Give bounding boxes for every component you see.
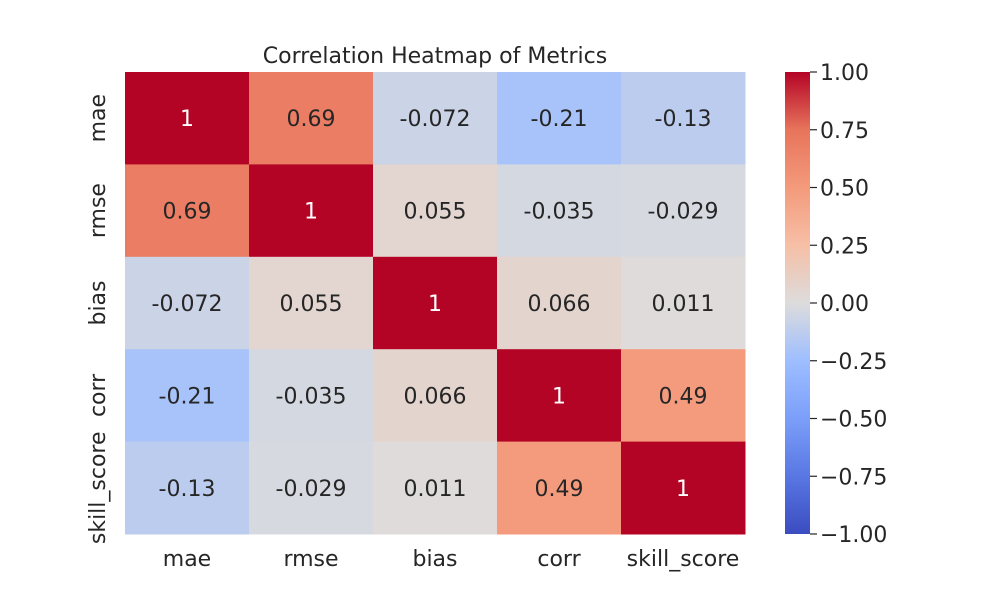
cell-value-label: 1 xyxy=(428,292,442,317)
heatmap-cell xyxy=(621,441,746,535)
heatmap-cell xyxy=(249,72,374,165)
cell-value-label: 0.49 xyxy=(659,384,708,409)
cell-value-label: 0.055 xyxy=(404,200,467,225)
colorbar xyxy=(785,72,810,534)
cell-value-label: 0.49 xyxy=(535,477,584,502)
y-tick-label: corr xyxy=(86,373,111,417)
heatmap-cell xyxy=(125,72,250,165)
cell-value-label: 1 xyxy=(552,384,566,409)
cell-value-label: -0.035 xyxy=(276,384,347,409)
x-tick-label: skill_score xyxy=(627,547,740,572)
x-tick-label: rmse xyxy=(283,547,338,572)
cell-value-label: -0.13 xyxy=(159,477,216,502)
cell-value-label: 0.69 xyxy=(163,200,212,225)
x-tick-label: corr xyxy=(537,547,581,572)
heatmap-cell xyxy=(621,256,746,350)
heatmap-cell xyxy=(249,441,374,535)
heatmap-cell xyxy=(249,256,374,350)
cell-value-label: 0.066 xyxy=(404,384,467,409)
heatmap-cells xyxy=(125,72,746,535)
cell-value-label: -0.21 xyxy=(159,384,216,409)
y-tick-label: rmse xyxy=(86,183,111,238)
heatmap-annotations: 1 0.69 -0.072 -0.21 -0.13 0.69 1 0.055 -0.035 -0.… xyxy=(152,107,719,502)
colorbar-ticks: 1.00 0.75 0.50 0.25 0.00 −0.25 −0.50 −0.75 −1.00 xyxy=(810,61,887,548)
cell-value-label: 0.011 xyxy=(652,292,715,317)
colorbar-tick-label: −0.75 xyxy=(820,465,887,490)
cell-value-label: -0.035 xyxy=(524,200,595,225)
heatmap-cell xyxy=(373,72,498,165)
chart-title: Correlation Heatmap of Metrics xyxy=(263,44,607,69)
colorbar-tick-label: 0.25 xyxy=(820,234,869,259)
cell-value-label: -0.13 xyxy=(655,107,712,132)
heatmap-cell xyxy=(373,349,498,443)
x-tick-label: bias xyxy=(412,547,457,572)
colorbar-tick-label: −0.50 xyxy=(820,408,887,433)
heatmap-cell xyxy=(497,256,622,350)
heatmap-cell xyxy=(373,441,498,535)
cell-value-label: -0.072 xyxy=(400,107,471,132)
cell-value-label: -0.21 xyxy=(531,107,588,132)
y-tick-label: bias xyxy=(86,280,111,325)
cell-value-label: 0.066 xyxy=(528,292,591,317)
cell-value-label: 1 xyxy=(304,200,318,225)
colorbar-tick-label: −1.00 xyxy=(820,523,887,548)
heatmap-cell xyxy=(497,349,622,443)
heatmap-cell xyxy=(373,164,498,258)
cell-value-label: -0.029 xyxy=(648,200,719,225)
heatmap-cell xyxy=(621,349,746,443)
colorbar-tick-label: 0.00 xyxy=(820,292,869,317)
colorbar-tick-label: 0.50 xyxy=(820,177,869,202)
colorbar-tick-label: −0.25 xyxy=(820,350,887,375)
heatmap-cell xyxy=(497,72,622,165)
heatmap-cell xyxy=(497,164,622,258)
heatmap-cell xyxy=(621,164,746,258)
heatmap-cell xyxy=(373,256,498,350)
y-tick-label: mae xyxy=(86,94,111,142)
heatmap-cell xyxy=(125,349,250,443)
cell-value-label: 0.69 xyxy=(287,107,336,132)
heatmap-cell xyxy=(621,72,746,165)
heatmap-cell xyxy=(125,256,250,350)
cell-value-label: 0.055 xyxy=(280,292,343,317)
cell-value-label: 0.011 xyxy=(404,477,467,502)
colorbar-tick-label: 1.00 xyxy=(820,61,869,86)
cell-value-label: 1 xyxy=(180,107,194,132)
x-axis-tick-labels: mae rmse bias corr skill_score xyxy=(163,547,740,572)
heatmap-cell xyxy=(125,441,250,535)
colorbar-tick-label: 0.75 xyxy=(820,119,869,144)
cell-value-label: -0.029 xyxy=(276,477,347,502)
heatmap-cell xyxy=(125,164,250,258)
cell-value-label: 1 xyxy=(676,477,690,502)
heatmap-cell xyxy=(497,441,622,535)
heatmap-cell xyxy=(249,164,374,258)
cell-value-label: -0.072 xyxy=(152,292,223,317)
y-tick-label: skill_score xyxy=(86,431,111,544)
y-axis-tick-labels: mae rmse bias corr skill_score xyxy=(86,94,111,544)
x-tick-label: mae xyxy=(163,547,211,572)
heatmap-cell xyxy=(249,349,374,443)
